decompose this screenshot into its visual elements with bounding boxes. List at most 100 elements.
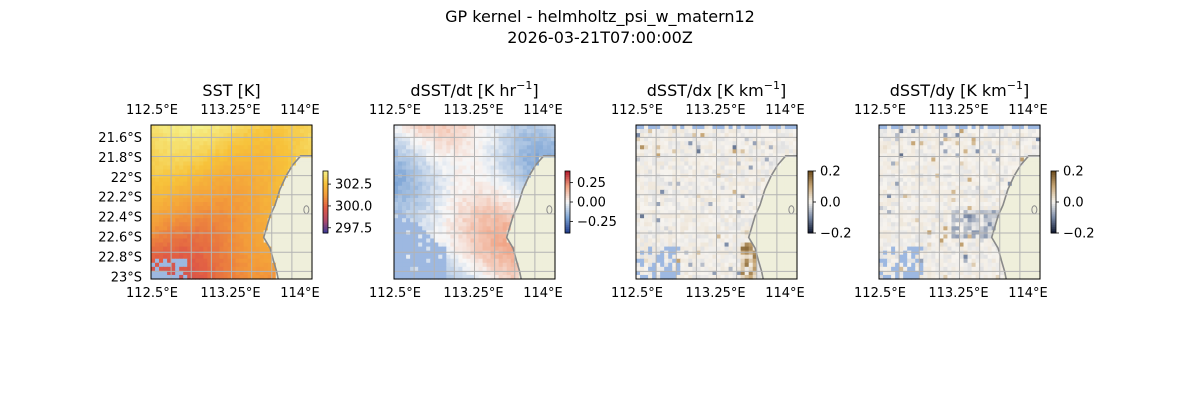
heatmap-cell bbox=[271, 202, 277, 207]
heatmap-cell bbox=[708, 145, 714, 150]
heatmap-cell bbox=[450, 250, 455, 256]
heatmap-cell bbox=[299, 254, 305, 260]
heatmap-cell bbox=[502, 266, 508, 272]
heatmap-cell bbox=[959, 137, 965, 142]
heatmap-cell bbox=[636, 169, 641, 175]
heatmap-cell bbox=[307, 161, 313, 167]
heatmap-cell bbox=[275, 157, 281, 163]
heatmap-cell bbox=[478, 206, 484, 211]
heatmap-cell bbox=[243, 149, 249, 154]
heatmap-cell bbox=[708, 218, 714, 223]
heatmap-cell bbox=[255, 266, 261, 272]
heatmap-cell bbox=[656, 206, 661, 211]
heatmap-cell bbox=[724, 193, 730, 199]
heatmap-cell bbox=[498, 262, 504, 268]
heatmap-cell bbox=[967, 137, 973, 142]
heatmap-cell bbox=[470, 250, 476, 256]
heatmap-cell bbox=[538, 270, 544, 276]
colorbar-segment bbox=[808, 185, 813, 189]
panel-4: dSST/dy [K km−1]112.5°E 113.25°E 114°E112.… bbox=[854, 79, 1095, 301]
heatmap-cell bbox=[776, 153, 782, 159]
heatmap-cell bbox=[542, 197, 548, 203]
heatmap-cell bbox=[223, 181, 229, 187]
heatmap-cell bbox=[788, 149, 794, 154]
heatmap-cell bbox=[704, 270, 710, 276]
heatmap-cell bbox=[175, 125, 180, 130]
heatmap-cell bbox=[490, 181, 496, 187]
heatmap-cell bbox=[668, 254, 673, 260]
heatmap-cell bbox=[692, 254, 697, 260]
colorbar-segment bbox=[808, 193, 813, 197]
heatmap-cell bbox=[684, 258, 689, 264]
heatmap-cell bbox=[434, 222, 439, 227]
heatmap-cell bbox=[279, 149, 285, 154]
heatmap-cell bbox=[279, 254, 285, 260]
heatmap-cell bbox=[490, 234, 496, 240]
heatmap-cell bbox=[728, 185, 734, 191]
heatmap-cell bbox=[191, 246, 196, 252]
heatmap-cell bbox=[251, 157, 257, 163]
heatmap-cell bbox=[486, 202, 492, 207]
heatmap-cell bbox=[175, 266, 180, 272]
heatmap-cell bbox=[255, 197, 261, 203]
heatmap-cell bbox=[227, 202, 233, 207]
heatmap-cell bbox=[506, 189, 512, 195]
heatmap-cell bbox=[502, 137, 508, 142]
heatmap-cell bbox=[410, 250, 415, 256]
heatmap-cell bbox=[640, 197, 645, 203]
heatmap-cell bbox=[538, 266, 544, 272]
heatmap-cell bbox=[478, 153, 484, 159]
heatmap-cell bbox=[768, 153, 774, 159]
heatmap-cell bbox=[1031, 125, 1037, 130]
heatmap-cell bbox=[514, 185, 520, 191]
heatmap-cell bbox=[708, 153, 714, 159]
heatmap-cell bbox=[538, 210, 544, 215]
heatmap-cell bbox=[410, 197, 415, 203]
heatmap-cell bbox=[187, 133, 192, 138]
heatmap-cell bbox=[688, 274, 693, 280]
heatmap-cell bbox=[652, 141, 657, 146]
heatmap-cell bbox=[494, 238, 500, 244]
heatmap-cell bbox=[518, 161, 524, 167]
heatmap-cell bbox=[720, 169, 726, 175]
heatmap-cell bbox=[175, 181, 180, 187]
heatmap-cell bbox=[768, 222, 774, 227]
heatmap-cell bbox=[151, 165, 156, 171]
heatmap-cell bbox=[768, 169, 774, 175]
heatmap-cell bbox=[660, 193, 665, 199]
heatmap-cell bbox=[255, 149, 261, 154]
heatmap-cell bbox=[406, 242, 411, 248]
heatmap-cell bbox=[943, 137, 949, 142]
heatmap-cell bbox=[462, 141, 468, 146]
heatmap-cell bbox=[724, 206, 730, 211]
heatmap-cell bbox=[780, 274, 786, 280]
heatmap-cell bbox=[772, 141, 778, 146]
heatmap-cell bbox=[187, 137, 192, 142]
heatmap-cell bbox=[768, 141, 774, 146]
heatmap-cell bbox=[279, 262, 285, 268]
heatmap-cell bbox=[732, 129, 738, 134]
heatmap-cell bbox=[243, 129, 249, 134]
heatmap-cell bbox=[660, 258, 665, 264]
heatmap-cell bbox=[959, 141, 965, 146]
heatmap-cell bbox=[155, 250, 160, 256]
heatmap-cell bbox=[295, 254, 301, 260]
heatmap-cell bbox=[995, 133, 1001, 138]
heatmap-cell bbox=[542, 165, 548, 171]
heatmap-cell bbox=[430, 129, 435, 134]
heatmap-cell bbox=[879, 137, 884, 142]
heatmap-cell bbox=[410, 165, 415, 171]
heatmap-cell bbox=[514, 193, 520, 199]
heatmap-cell bbox=[243, 250, 249, 256]
heatmap-cell bbox=[462, 129, 468, 134]
heatmap-cell bbox=[688, 181, 693, 187]
heatmap-cell bbox=[494, 125, 500, 130]
heatmap-cell bbox=[716, 242, 722, 248]
heatmap-cell bbox=[502, 202, 508, 207]
heatmap-cell bbox=[446, 202, 451, 207]
heatmap-cell bbox=[490, 141, 496, 146]
heatmap-cell bbox=[167, 266, 172, 272]
heatmap-cell bbox=[756, 266, 762, 272]
heatmap-cell bbox=[434, 210, 439, 215]
heatmap-cell bbox=[167, 258, 172, 264]
